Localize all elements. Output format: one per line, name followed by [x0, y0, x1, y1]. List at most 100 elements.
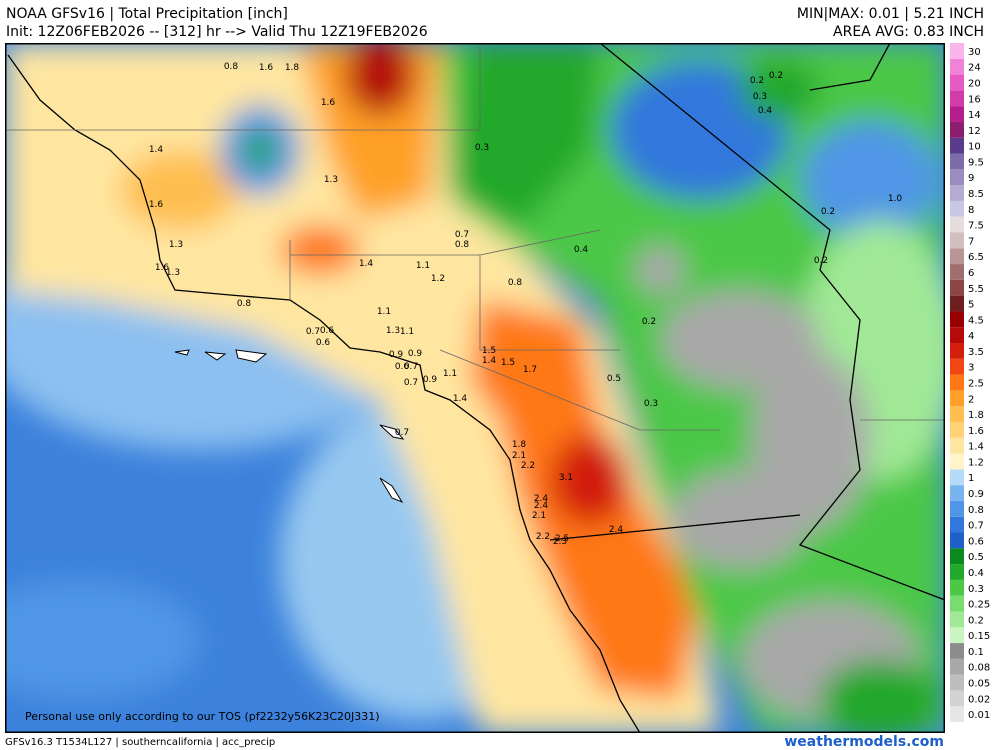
map-value-label: 1.3 [169, 240, 183, 250]
colorbar-swatch [950, 627, 964, 644]
colorbar-label: 0.15 [968, 631, 990, 642]
map-value-label: 0.7 [455, 230, 469, 240]
map-value-label: 1.0 [888, 194, 903, 204]
map-value-label: 0.2 [769, 71, 783, 81]
colorbar-swatch [950, 216, 964, 233]
map-value-label: 1.8 [512, 440, 527, 450]
map-value-label: 0.5 [607, 374, 621, 384]
map-value-label: 1.5 [501, 358, 515, 368]
colorbar-swatch [950, 516, 964, 533]
map-value-label: 2.1 [532, 511, 546, 521]
colorbar-label: 2 [968, 394, 974, 405]
map-value-label: 1.4 [482, 356, 497, 366]
colorbar-label: 14 [968, 110, 981, 121]
colorbar-label: 30 [968, 47, 981, 58]
colorbar-swatch [950, 611, 964, 628]
map-value-label: 0.9 [423, 375, 438, 385]
colorbar-swatch [950, 43, 964, 59]
colorbar-label: 6.5 [968, 252, 984, 263]
colorbar-label: 7 [968, 236, 974, 247]
map-value-label: 1.1 [443, 369, 457, 379]
site-link[interactable]: weathermodels.com [784, 734, 944, 750]
colorbar-label: 20 [968, 78, 981, 89]
map-value-label: 0.9 [408, 349, 423, 359]
colorbar-swatch [950, 406, 964, 422]
colorbar-label: 5.5 [968, 284, 984, 295]
colorbar-label: 0.7 [968, 521, 984, 532]
colorbar-swatch [950, 343, 964, 359]
colorbar-swatch [950, 137, 964, 154]
map-value-label: 0.9 [389, 350, 404, 360]
colorbar-label: 0.01 [968, 710, 990, 721]
map-value-label: 1.5 [482, 346, 496, 356]
map-value-label: 2.2 [521, 461, 535, 471]
map-value-label: 0.8 [237, 299, 252, 309]
colorbar-swatch [950, 200, 964, 217]
colorbar-swatch [950, 532, 964, 549]
colorbar-swatch [950, 579, 964, 596]
colorbar-swatch [950, 453, 964, 470]
map-value-label: 1.6 [155, 263, 170, 273]
colorbar-label: 0.2 [968, 615, 984, 626]
colorbar-label: 6 [968, 268, 974, 279]
map-value-label: 0.2 [750, 76, 764, 86]
map-value-label: 0.7 [306, 327, 320, 337]
map-value-label: 0.3 [475, 143, 489, 153]
map-value-label: 0.8 [224, 62, 239, 72]
colorbar-swatch [950, 327, 964, 344]
colorbar-label: 0.08 [968, 663, 990, 674]
map-value-label: 1.6 [321, 98, 336, 108]
colorbar-label: 5 [968, 300, 974, 311]
map-value-label: 1.1 [400, 327, 414, 337]
map-value-label: 1.1 [377, 307, 391, 317]
map-value-label: 1.4 [359, 259, 374, 269]
colorbar-label: 0.3 [968, 584, 984, 595]
colorbar-label: 7.5 [968, 221, 984, 232]
colorbar-swatch [950, 437, 964, 454]
colorbar-label: 8.5 [968, 189, 984, 200]
map-value-label: 0.8 [508, 278, 523, 288]
map-value-label: 0.7 [395, 428, 409, 438]
colorbar-swatch [950, 248, 964, 265]
colorbar-label: 3 [968, 363, 974, 374]
map-value-label: 1.3 [166, 268, 180, 278]
area-avg: AREA AVG: 0.83 INCH [833, 24, 984, 40]
map-value-label: 0.4 [758, 106, 773, 116]
colorbar-label: 0.9 [968, 489, 984, 500]
colorbar-label: 4 [968, 331, 974, 342]
colorbar: 0.01 0.02 0.05 0.08 0.1 0.15 0.2 0.25 0.3 0.4 0.5 0… [950, 43, 990, 722]
map-value-label: 2.4 [534, 501, 549, 511]
colorbar-label: 1.2 [968, 457, 984, 468]
colorbar-label: 1.6 [968, 426, 984, 437]
colorbar-swatch [950, 485, 964, 501]
colorbar-label: 1.4 [968, 442, 984, 453]
map-value-label: 2.3 [553, 537, 567, 547]
map-value-label: 0.4 [574, 245, 589, 255]
title: NOAA GFSv16 | Total Precipitation [inch] [6, 6, 288, 22]
colorbar-label: 1 [968, 473, 974, 484]
map-value-label: 1.3 [324, 175, 338, 185]
map-value-label: 1.2 [431, 274, 445, 284]
colorbar-label: 4.5 [968, 315, 984, 326]
colorbar-swatch [950, 706, 964, 722]
colorbar-label: 0.05 [968, 679, 990, 690]
colorbar-swatch [950, 153, 964, 170]
colorbar-swatch [950, 58, 964, 75]
map-value-label: 1.8 [285, 63, 300, 73]
map-value-label: 0.6 [316, 338, 331, 348]
colorbar-swatch [950, 358, 964, 375]
colorbar-swatch [950, 232, 964, 249]
colorbar-swatch [950, 264, 964, 280]
map-value-label: 0.2 [642, 317, 656, 327]
colorbar-swatch [950, 595, 964, 612]
map-value-label: 0.7 [404, 362, 418, 372]
colorbar-swatch [950, 690, 964, 707]
map-value-label: 2.5 [555, 534, 569, 544]
colorbar-label: 0.8 [968, 505, 984, 516]
colorbar-swatch [950, 469, 964, 486]
map-value-label: 0.3 [753, 92, 767, 102]
map-value-label: 0.8 [455, 240, 470, 250]
map-value-label: 1.7 [523, 365, 537, 375]
